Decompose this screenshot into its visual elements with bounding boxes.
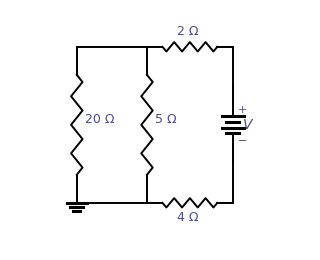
Text: 4 Ω: 4 Ω [177, 211, 198, 224]
Text: −: − [237, 136, 247, 146]
Text: 2 Ω: 2 Ω [177, 25, 198, 38]
Text: V: V [243, 118, 252, 132]
Text: 20 Ω: 20 Ω [84, 113, 114, 126]
Text: 5 Ω: 5 Ω [155, 113, 176, 126]
Text: +: + [237, 105, 247, 115]
